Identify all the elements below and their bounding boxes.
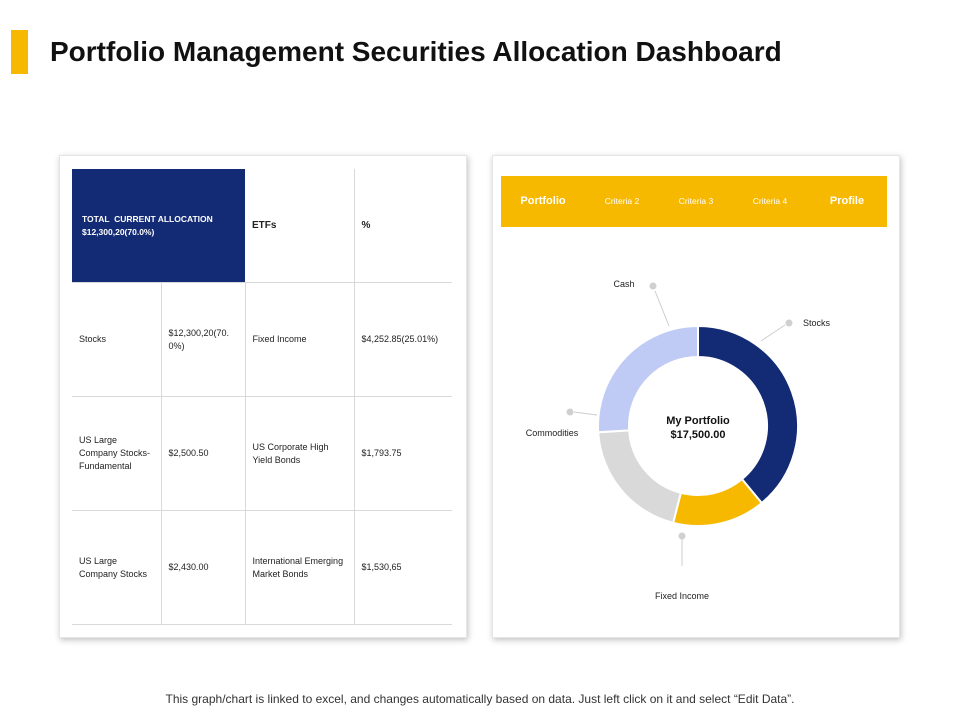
etf-value: $4,252.85(25.01%) — [354, 282, 453, 397]
footer-note: This graph/chart is linked to excel, and… — [165, 692, 795, 706]
leader-line-commodities — [573, 411, 598, 416]
holding-name: US Large Company Stocks- Fundamental — [72, 396, 162, 511]
leader-dot-stocks — [785, 319, 793, 327]
donut-slice-cash — [597, 324, 699, 434]
holding-value: $12,300,20(70.0%) — [161, 282, 246, 397]
slice-label-commodities: Commodities — [526, 428, 579, 438]
leader-dot-cash — [649, 282, 657, 290]
total-allocation-label: TOTAL CURRENT ALLOCATION — [82, 213, 213, 224]
donut-slice-fixed-income — [671, 477, 764, 527]
table-header-row: TOTAL CURRENT ALLOCATION $12,300,20(70.0… — [72, 169, 453, 283]
donut-center-label: My Portfolio — [666, 415, 730, 427]
etf-value: $1,793.75 — [354, 396, 453, 511]
portfolio-donut-chart: Stocks Fixed Income Commodities Cash My Port… — [526, 279, 831, 601]
criteria-tab-bar: Portfolio Criteria 2 Criteria 3 Criteria… — [501, 176, 887, 227]
slice-label-fixed-income: Fixed Income — [655, 591, 709, 601]
etf-name: US Corporate High Yield Bonds — [245, 396, 355, 511]
allocation-table: TOTAL CURRENT ALLOCATION $12,300,20(70.0… — [72, 169, 453, 625]
donut-slice-stocks — [697, 324, 799, 505]
tab-profile[interactable]: Profile — [829, 195, 865, 207]
donut-slice-commodities — [597, 429, 683, 525]
etfs-header: ETFs — [245, 169, 355, 283]
holding-name: US Large Company Stocks — [72, 510, 162, 625]
holding-value: $2,500.50 — [161, 396, 246, 511]
leader-line-cash — [654, 290, 670, 327]
leader-dot-commodities — [566, 408, 574, 416]
table-row: US Large Company Stocks- Fundamental $2,… — [72, 396, 453, 511]
total-allocation-value: $12,300,20(70.0%) — [82, 226, 155, 237]
portfolio-chart-card: Portfolio Criteria 2 Criteria 3 Criteria… — [492, 155, 900, 638]
table-row: Stocks $12,300,20(70.0%) Fixed Income $4… — [72, 282, 453, 397]
leader-dot-fixed-income — [678, 532, 686, 540]
slice-label-cash: Cash — [613, 279, 634, 289]
percent-header: % — [354, 169, 453, 283]
total-allocation-cell: TOTAL CURRENT ALLOCATION $12,300,20(70.0… — [72, 169, 246, 283]
allocation-table-card: TOTAL CURRENT ALLOCATION $12,300,20(70.0… — [59, 155, 467, 638]
page-title: Portfolio Management Securities Allocati… — [50, 36, 782, 67]
etf-name: International Emerging Market Bonds — [245, 510, 355, 625]
holding-value: $2,430.00 — [161, 510, 246, 625]
donut-center-value: $17,500.00 — [670, 429, 725, 441]
etf-name: Fixed Income — [245, 282, 355, 397]
tab-portfolio[interactable]: Portfolio — [520, 195, 566, 207]
slice-label-stocks: Stocks — [803, 318, 831, 328]
tab-criteria-3[interactable]: Criteria 3 — [678, 196, 714, 206]
tab-criteria-4[interactable]: Criteria 4 — [752, 196, 788, 206]
title-accent-bar — [11, 30, 28, 74]
table-row: US Large Company Stocks $2,430.00 Intern… — [72, 510, 453, 625]
leader-line-stocks — [760, 324, 786, 342]
etf-value: $1,530,65 — [354, 510, 453, 625]
tab-criteria-2[interactable]: Criteria 2 — [604, 196, 640, 206]
holding-name: Stocks — [72, 282, 162, 397]
